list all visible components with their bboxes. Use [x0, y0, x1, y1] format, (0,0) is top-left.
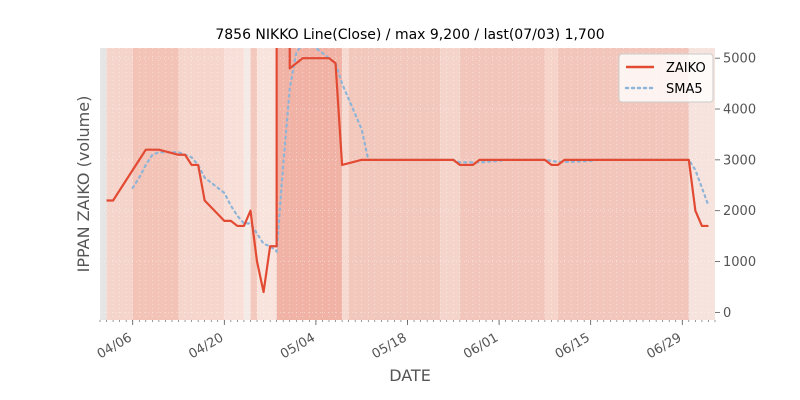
x-axis-ticks: 04/06 04/20 05/04 05/18 06/01 06/15 06/29	[95, 320, 716, 362]
background-band	[342, 48, 349, 320]
x-tick-label: 04/06	[95, 330, 135, 362]
y-tick-label: 1000	[723, 255, 756, 270]
y-tick-label: 4000	[723, 103, 756, 118]
y-tick-label: 0	[723, 306, 731, 321]
series-line-zaiko	[106, 48, 709, 294]
y-axis-label: IPPAN ZAIKO (volume)	[74, 96, 93, 273]
background-band	[257, 48, 277, 320]
y-tick-label: 5000	[723, 52, 756, 67]
x-tick-label: 06/15	[553, 330, 593, 362]
x-tick-label: 06/29	[644, 330, 684, 362]
background-band	[459, 48, 545, 320]
legend-label-zaiko: ZAIKO	[666, 61, 706, 76]
background-band	[440, 48, 460, 320]
background-band	[243, 48, 251, 320]
legend-label-sma5: SMA5	[666, 82, 703, 97]
legend: ZAIKO SMA5	[618, 53, 714, 103]
background-band	[250, 48, 258, 320]
x-axis-label: DATE	[389, 366, 431, 385]
y-tick-label: 3000	[723, 153, 756, 168]
y-axis-ticks: 0 1000 2000 3000 4000 5000	[715, 52, 756, 321]
grid	[99, 48, 716, 320]
background-band	[224, 48, 244, 320]
x-tick-label: 05/04	[278, 330, 318, 362]
background-band	[100, 48, 107, 320]
y-tick-label: 2000	[723, 204, 756, 219]
background-band	[132, 48, 179, 320]
chart-title: 7856 NIKKO Line(Close) / max 9,200 / las…	[215, 27, 604, 43]
x-tick-label: 06/01	[461, 330, 501, 362]
series-layer	[106, 48, 710, 294]
x-tick-label: 05/18	[370, 330, 410, 362]
x-tick-label: 04/20	[186, 330, 226, 362]
